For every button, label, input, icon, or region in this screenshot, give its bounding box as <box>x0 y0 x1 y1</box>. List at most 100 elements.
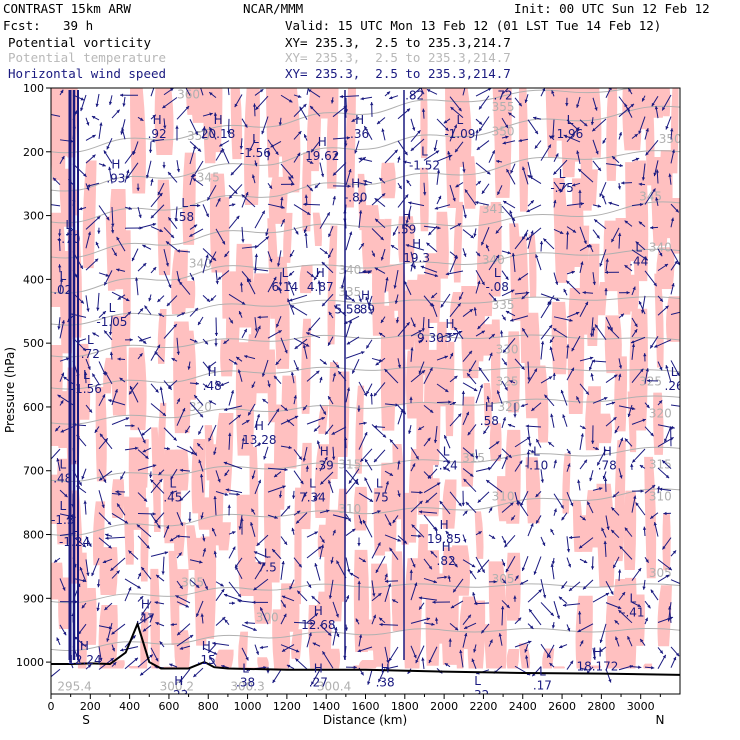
wind-arrow <box>99 433 113 450</box>
wind-arrowhead <box>303 229 307 233</box>
wind-arrowhead <box>599 263 603 267</box>
wind-arrowhead <box>139 353 143 357</box>
wind-arrowhead <box>448 638 452 642</box>
wind-arrow <box>106 622 113 642</box>
wind-arrowhead <box>95 103 99 107</box>
wind-arrowhead <box>535 254 539 258</box>
theta-label: 341 <box>482 202 505 216</box>
wind-arrowhead <box>113 252 117 256</box>
wind-arrowhead <box>296 520 300 524</box>
wind-arrowhead <box>99 657 103 662</box>
wind-arrowhead <box>393 285 397 289</box>
wind-arrowhead <box>312 642 317 646</box>
pv-patch <box>215 649 234 669</box>
wind-arrow <box>280 560 285 580</box>
extremum-kind: H <box>320 445 329 459</box>
wind-arrowhead <box>244 124 248 128</box>
wind-arrowhead <box>179 497 184 501</box>
extremum-value: .38 <box>236 675 255 689</box>
wind-arrowhead <box>303 493 307 498</box>
wind-arrowhead <box>336 560 340 564</box>
wind-arrowhead <box>404 194 409 198</box>
field-theta-label: Potential temperature <box>8 50 167 65</box>
extremum-kind: L <box>671 365 678 379</box>
wind-arrowhead <box>479 384 483 388</box>
wind-arrowhead <box>83 371 88 376</box>
wind-arrowhead <box>156 574 160 579</box>
wind-arrow <box>59 320 65 339</box>
wind-arrowhead <box>152 267 157 271</box>
wind-arrowhead <box>328 480 332 484</box>
wind-arrowhead <box>249 147 253 152</box>
wind-arrowhead <box>517 500 521 505</box>
wind-arrowhead <box>619 163 623 168</box>
wind-arrowhead <box>288 445 292 450</box>
wind-arrowhead <box>419 490 423 495</box>
axes: 0 200 400 600 800 1000 1200 1400 1600 1800 2000 220… <box>16 82 661 713</box>
wind-arrowhead <box>384 579 389 583</box>
wind-arrowhead <box>143 498 148 502</box>
wind-arrowhead <box>291 495 296 499</box>
wind-arrowhead <box>455 148 459 153</box>
wind-arrowhead <box>608 679 612 683</box>
wind-arrow <box>501 606 504 626</box>
wind-arrowhead <box>613 417 617 421</box>
wind-arrowhead <box>193 224 198 228</box>
wind-arrowhead <box>527 175 531 179</box>
pv-patch <box>623 490 637 570</box>
wind-arrowhead <box>439 500 443 505</box>
wind-arrowhead <box>134 446 139 451</box>
wind-arrowhead <box>96 584 101 588</box>
wind-arrowhead <box>645 128 649 132</box>
wind-arrowhead <box>486 480 490 484</box>
wind-arrow <box>527 427 531 447</box>
wind-arrowhead <box>281 561 285 565</box>
wind-arrowhead <box>443 120 448 124</box>
wind-arrowhead <box>507 251 511 255</box>
x-tick-label: 2000 <box>430 700 458 713</box>
wind-arrowhead <box>336 633 340 638</box>
wind-arrowhead <box>314 531 318 535</box>
wind-arrowhead <box>185 106 190 110</box>
wind-arrowhead <box>243 328 247 333</box>
wind-arrowhead <box>653 282 657 287</box>
wind-arrowhead <box>471 564 476 568</box>
wind-arrow <box>109 315 113 336</box>
wind-arrowhead <box>225 488 230 492</box>
wind-arrowhead <box>274 515 278 519</box>
wind-arrowhead <box>453 124 458 129</box>
theta-contour <box>51 366 680 390</box>
wind-arrowhead <box>320 173 325 178</box>
wind-arrow <box>189 145 196 165</box>
wind-arrowhead <box>59 278 64 282</box>
wind-arrowhead <box>99 477 103 481</box>
wind-arrowhead <box>56 458 60 462</box>
wind-arrowhead <box>421 328 425 332</box>
wind-arrowhead <box>266 150 271 154</box>
wind-arrow <box>553 316 573 322</box>
wind-arrowhead <box>547 654 551 658</box>
wind-arrowhead <box>395 403 399 407</box>
wind-arrowhead <box>95 241 99 246</box>
wind-arrowhead <box>332 172 337 176</box>
wind-arrowhead <box>502 141 507 145</box>
wind-arrowhead <box>602 475 606 480</box>
wind-arrowhead <box>503 361 507 366</box>
wind-arrowhead <box>308 77 311 80</box>
wind-arrowhead <box>92 154 96 158</box>
wind-arrowhead <box>377 542 381 546</box>
pv-patch <box>518 88 529 212</box>
wind-arrowhead <box>357 543 361 547</box>
wind-arrowhead <box>590 121 595 126</box>
extremum-kind: L <box>59 457 66 471</box>
wind-arrowhead <box>412 127 416 131</box>
wind-arrow <box>501 88 510 95</box>
wind-arrow <box>502 337 516 353</box>
wind-arrowhead <box>624 103 628 108</box>
wind-arrowhead <box>462 169 466 173</box>
pv-patch <box>453 201 464 283</box>
wind-arrow <box>644 188 656 205</box>
wind-arrowhead <box>317 280 321 284</box>
wind-arrowhead <box>60 429 65 433</box>
